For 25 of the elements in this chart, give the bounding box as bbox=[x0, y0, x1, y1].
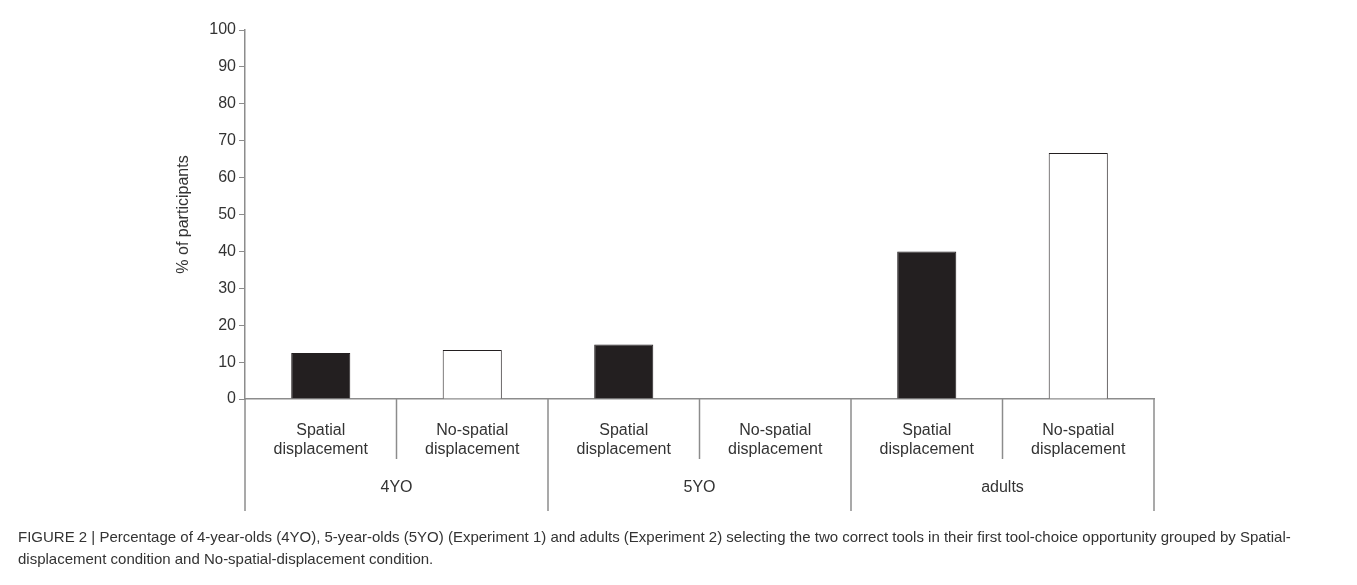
text: 5YO bbox=[683, 478, 716, 496]
x-tick-label: Spatial displacement bbox=[576, 421, 672, 458]
y-tick-label: 90 bbox=[218, 57, 237, 75]
y-tick-label: 80 bbox=[218, 94, 237, 112]
bar bbox=[897, 251, 957, 399]
caption: FIGURE 2 | Percentage of 4-year-olds (4YO), 5-year-olds (5YO) (Experiment 1) and adults (Experiment 2) selecting the two correct tools in their first tool-choice opportunity grouped by Spatial-displacement condition and No-spatial-displacement condition. bbox=[18, 527, 1292, 569]
y-tick-label: 60 bbox=[218, 168, 237, 186]
y-tick-label: 20 bbox=[218, 315, 237, 333]
bar bbox=[291, 352, 351, 399]
x-tick-label: No-spatial displacement bbox=[1031, 421, 1126, 458]
y-tick-label: 10 bbox=[218, 352, 237, 370]
y-tick-label: 30 bbox=[218, 278, 237, 296]
y-tick-label: 50 bbox=[218, 204, 237, 222]
bar bbox=[594, 344, 654, 399]
text: adults bbox=[981, 478, 1024, 496]
x-tick-label: Spatial displacement bbox=[879, 421, 975, 458]
y-tick-label: 100 bbox=[209, 20, 237, 38]
y-axis-title: % of participants bbox=[174, 155, 192, 274]
y-tick-label: 0 bbox=[227, 389, 237, 407]
x-tick-label: No-spatial displacement bbox=[425, 421, 520, 458]
x-tick-label: No-spatial displacement bbox=[728, 421, 823, 458]
text: 4YO bbox=[380, 478, 413, 496]
x-tick-label: Spatial displacement bbox=[273, 421, 369, 458]
y-tick-label: 40 bbox=[218, 241, 237, 259]
y-tick-label: 70 bbox=[218, 131, 237, 149]
